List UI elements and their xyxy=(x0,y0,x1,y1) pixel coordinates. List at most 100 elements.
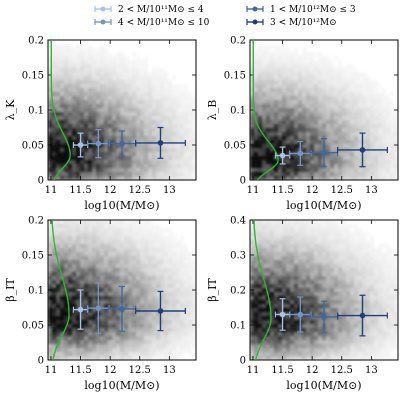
legend-marker-3 xyxy=(252,6,258,12)
x-tick-label: 12.5 xyxy=(129,365,151,376)
legend-entry-1: 2 < M/10¹¹M⊙ ≤ 4 xyxy=(94,5,204,15)
fit-curve xyxy=(50,40,71,180)
y-tick-label: 0.1 xyxy=(28,286,44,297)
y-tick-label: 0.05 xyxy=(224,141,246,152)
y-tick-label: 0.1 xyxy=(230,106,246,117)
y-tick-label: 0.2 xyxy=(230,286,246,297)
panel-lambda-b: 11 11.5 12 12.5 13 0 0.05 0.1 0.15 0.2 log10(M/M⊙)… xyxy=(206,36,399,212)
y-tick-label: 0 xyxy=(240,176,246,187)
data-point-1 xyxy=(72,132,89,158)
data-point-1 xyxy=(72,289,89,330)
legend-entry-3: 1 < M/10¹²M⊙ ≤ 3 xyxy=(246,5,356,15)
y-tick-label: 0.2 xyxy=(230,36,246,47)
point-marker xyxy=(297,150,304,157)
x-tick-label: 13 xyxy=(365,365,378,376)
x-tick-label: 12 xyxy=(104,365,117,376)
x-axis-label: log10(M/M⊙) xyxy=(286,199,361,212)
x-axis-label: log10(M/M⊙) xyxy=(84,199,159,212)
x-tick-label: 12 xyxy=(306,185,319,196)
point-marker xyxy=(297,311,304,318)
x-tick-label: 12.5 xyxy=(331,365,353,376)
point-marker xyxy=(359,147,366,153)
legend-label-1: 2 < M/10¹¹M⊙ ≤ 4 xyxy=(118,5,204,15)
y-tick-label: 0.2 xyxy=(28,36,44,47)
data-point-2 xyxy=(87,129,110,159)
panel-beta-it-2: 11 11.5 12 12.5 13 0 0.1 0.2 0.3 0.4 log10(M/M⊙) β_… xyxy=(206,216,399,392)
point-marker xyxy=(157,308,164,314)
point-marker xyxy=(119,140,125,147)
y-tick-label: 0.1 xyxy=(28,106,44,117)
x-tick-label: 12.5 xyxy=(129,185,151,196)
data-point-2 xyxy=(289,296,312,333)
legend: 2 < M/10¹¹M⊙ ≤ 4 4 < M/10¹¹M⊙ ≤ 10 1 < M… xyxy=(94,5,356,28)
y-tick-label: 0.15 xyxy=(224,71,246,82)
point-marker xyxy=(359,312,366,319)
point-marker xyxy=(77,306,84,313)
x-tick-label: 13 xyxy=(365,185,378,196)
y-axis-label: β_IT xyxy=(206,278,219,302)
density-map xyxy=(250,220,398,360)
legend-marker-1 xyxy=(100,6,106,12)
y-tick-label: 0.05 xyxy=(22,321,44,332)
x-tick-label: 12 xyxy=(306,365,319,376)
point-marker xyxy=(321,149,327,156)
data-point-4 xyxy=(135,290,186,332)
data-point-3 xyxy=(107,130,137,157)
panel-beta-it-1: 11 11.5 12 12.5 13 0 0.05 0.1 0.15 0.2 log10(M/M⊙)… xyxy=(4,216,197,392)
y-axis-label: λ_K xyxy=(4,99,17,120)
data-point-4 xyxy=(135,126,186,159)
x-tick-label: 11.5 xyxy=(69,365,91,376)
fit-curve xyxy=(51,220,70,360)
data-point-4 xyxy=(337,132,388,168)
point-marker xyxy=(95,305,102,312)
y-tick-label: 0 xyxy=(240,356,246,367)
legend-marker-2 xyxy=(100,19,106,25)
x-tick-label: 11.5 xyxy=(271,365,293,376)
x-tick-label: 12.5 xyxy=(331,185,353,196)
density-map xyxy=(250,48,398,180)
x-axis-label: log10(M/M⊙) xyxy=(286,379,361,392)
data-point-1 xyxy=(274,146,291,165)
point-marker xyxy=(95,140,102,147)
legend-label-2: 4 < M/10¹¹M⊙ ≤ 10 xyxy=(118,18,210,28)
y-tick-label: 0.3 xyxy=(230,251,246,262)
legend-label-4: 3 < M/10¹²M⊙ xyxy=(270,18,337,28)
legend-entry-4: 3 < M/10¹²M⊙ xyxy=(246,18,337,28)
legend-entry-2: 4 < M/10¹¹M⊙ ≤ 10 xyxy=(94,18,210,28)
legend-marker-4 xyxy=(252,19,258,25)
data-point-4 xyxy=(337,294,388,337)
point-marker xyxy=(157,140,164,146)
x-tick-label: 11 xyxy=(247,185,260,196)
point-marker xyxy=(279,311,286,318)
y-tick-label: 0.15 xyxy=(22,71,44,82)
fit-curve xyxy=(253,220,272,360)
x-axis-label: log10(M/M⊙) xyxy=(84,379,159,392)
data-point-2 xyxy=(87,282,110,334)
y-axis-label: β_IT xyxy=(4,278,17,302)
point-marker xyxy=(119,306,125,312)
y-tick-label: 0.2 xyxy=(28,216,44,227)
panel-lambda-k: 11 11.5 12 12.5 13 0 0.05 0.1 0.15 0.2 log10(M/M⊙)… xyxy=(4,36,197,212)
density-map xyxy=(48,220,196,360)
x-tick-label: 11.5 xyxy=(271,185,293,196)
x-tick-label: 13 xyxy=(163,365,176,376)
y-axis-label: λ_B xyxy=(206,100,219,121)
x-tick-label: 11 xyxy=(45,365,58,376)
fit-curve xyxy=(252,40,279,180)
x-tick-label: 13 xyxy=(163,185,176,196)
y-tick-label: 0 xyxy=(38,176,44,187)
x-tick-label: 11 xyxy=(247,365,260,376)
y-tick-label: 0.4 xyxy=(230,216,246,227)
data-point-3 xyxy=(309,300,339,334)
y-tick-label: 0.05 xyxy=(22,141,44,152)
x-tick-label: 11.5 xyxy=(69,185,91,196)
y-tick-label: 0.15 xyxy=(22,251,44,262)
point-marker xyxy=(321,314,327,320)
legend-label-3: 1 < M/10¹²M⊙ ≤ 3 xyxy=(270,5,356,15)
data-point-1 xyxy=(274,298,291,331)
x-tick-label: 11 xyxy=(45,185,58,196)
point-marker xyxy=(279,152,286,159)
x-tick-label: 12 xyxy=(104,185,117,196)
y-tick-label: 0.1 xyxy=(230,321,246,332)
